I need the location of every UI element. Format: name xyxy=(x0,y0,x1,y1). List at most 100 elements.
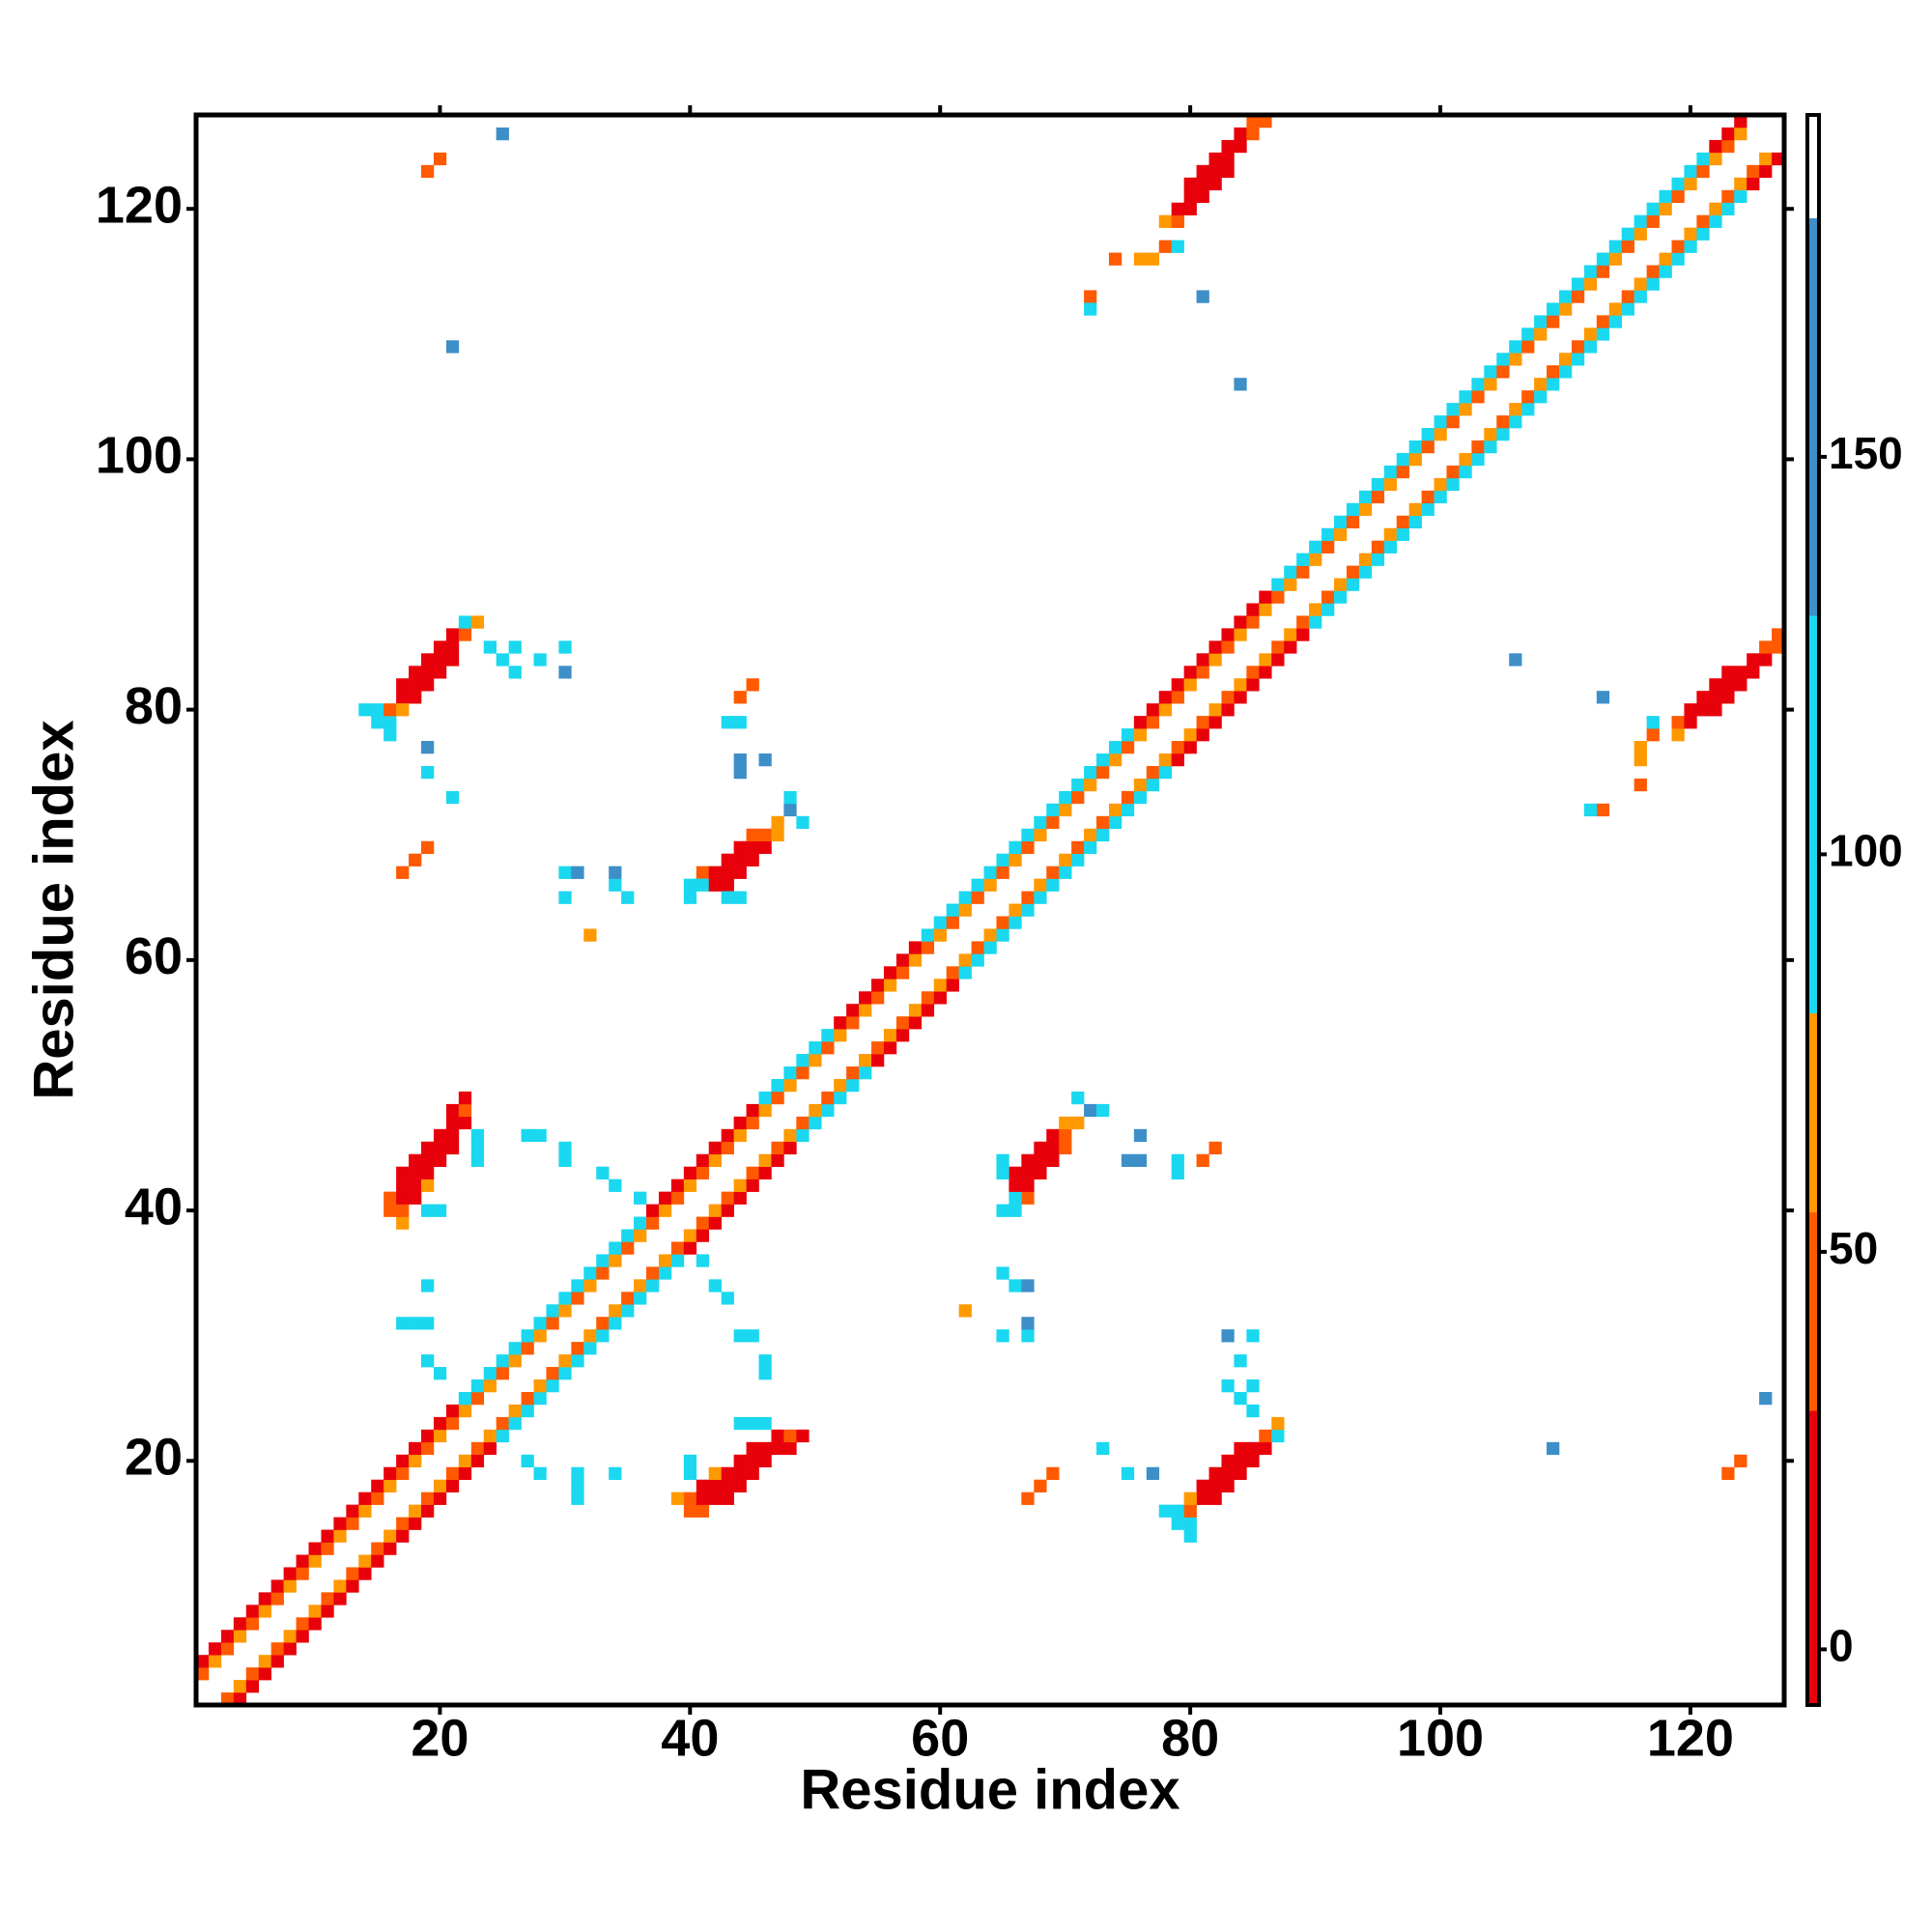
cell xyxy=(1196,666,1209,679)
cell xyxy=(421,741,435,754)
colorbar-segment xyxy=(1807,1012,1819,1212)
cell xyxy=(1084,302,1097,316)
cell xyxy=(1396,452,1409,467)
cell xyxy=(809,1103,822,1118)
cell xyxy=(809,1041,822,1055)
cell xyxy=(1133,790,1148,805)
cell xyxy=(508,1342,522,1355)
cell xyxy=(1171,1517,1184,1530)
cell xyxy=(1171,1504,1184,1518)
cell xyxy=(220,1692,235,1706)
cell xyxy=(533,1329,547,1343)
cell xyxy=(733,840,747,854)
cell xyxy=(1459,465,1472,479)
cell xyxy=(445,628,460,641)
cell xyxy=(1146,716,1160,729)
cell xyxy=(1309,553,1322,566)
cell xyxy=(458,615,472,629)
cell xyxy=(1671,728,1685,742)
cell xyxy=(895,1016,910,1030)
cell xyxy=(708,866,722,879)
cell xyxy=(1621,290,1634,303)
cell xyxy=(321,1592,334,1605)
cell xyxy=(1734,1454,1747,1468)
cell xyxy=(409,1504,422,1518)
cell xyxy=(1671,189,1685,204)
cell xyxy=(208,1642,222,1656)
cell xyxy=(658,1254,672,1267)
cell xyxy=(233,1630,247,1643)
cell xyxy=(1608,302,1623,316)
cell xyxy=(771,1141,784,1155)
cell xyxy=(1558,290,1573,303)
cell xyxy=(1096,815,1110,830)
cell xyxy=(971,941,984,954)
cell xyxy=(634,1191,647,1205)
cell xyxy=(1583,340,1598,354)
cell xyxy=(1208,1492,1222,1505)
cell xyxy=(1709,691,1722,704)
cell xyxy=(445,640,460,654)
cell xyxy=(308,1554,322,1568)
cell xyxy=(1371,490,1385,504)
cell xyxy=(1208,703,1222,717)
cell xyxy=(1208,640,1222,654)
cell xyxy=(1296,553,1310,566)
y-tick-label: 120 xyxy=(96,176,183,234)
cell xyxy=(333,1517,347,1530)
cell xyxy=(396,1204,410,1217)
cell xyxy=(1671,252,1685,266)
cell xyxy=(733,1466,747,1481)
cell xyxy=(421,164,435,179)
cell xyxy=(971,953,984,967)
cell xyxy=(358,703,372,717)
cell xyxy=(1596,691,1610,704)
cell xyxy=(346,1517,359,1530)
cell xyxy=(996,853,1009,867)
cell xyxy=(358,1567,372,1580)
cell xyxy=(733,1329,747,1343)
cell xyxy=(458,1103,472,1118)
cell xyxy=(1371,553,1385,566)
cell xyxy=(733,716,747,729)
cell xyxy=(396,1166,410,1179)
cell xyxy=(871,1054,885,1067)
cell xyxy=(296,1567,309,1580)
cell xyxy=(583,1342,597,1355)
cell xyxy=(1496,428,1510,441)
cell xyxy=(1684,164,1697,179)
y-tick-label: 20 xyxy=(125,1429,183,1487)
cell xyxy=(1196,177,1209,191)
cell xyxy=(733,1454,747,1468)
cell xyxy=(508,640,522,654)
cell xyxy=(1408,452,1422,467)
cell xyxy=(1659,202,1672,215)
cell xyxy=(1634,290,1647,303)
cell xyxy=(1046,815,1060,830)
cell xyxy=(1558,353,1573,366)
cell xyxy=(470,1454,485,1468)
cell xyxy=(1471,440,1485,454)
cell xyxy=(483,1379,497,1393)
cell xyxy=(758,753,772,767)
cell xyxy=(421,653,435,667)
cell xyxy=(609,1254,622,1267)
cell xyxy=(883,1041,897,1055)
cell xyxy=(983,866,997,879)
cell xyxy=(1321,540,1335,554)
cell xyxy=(496,1429,509,1443)
cell xyxy=(921,1004,935,1017)
cell xyxy=(1434,490,1447,504)
cell xyxy=(733,1416,747,1431)
cell xyxy=(646,1266,660,1280)
cell xyxy=(1333,590,1348,604)
cell xyxy=(245,1605,260,1618)
cell xyxy=(1383,477,1398,492)
cell xyxy=(409,666,422,679)
cell xyxy=(846,1078,860,1093)
x-tick-label: 80 xyxy=(1161,1709,1219,1767)
cell xyxy=(1183,1504,1197,1518)
cell xyxy=(1296,615,1310,629)
x-tick-label: 120 xyxy=(1647,1709,1734,1767)
